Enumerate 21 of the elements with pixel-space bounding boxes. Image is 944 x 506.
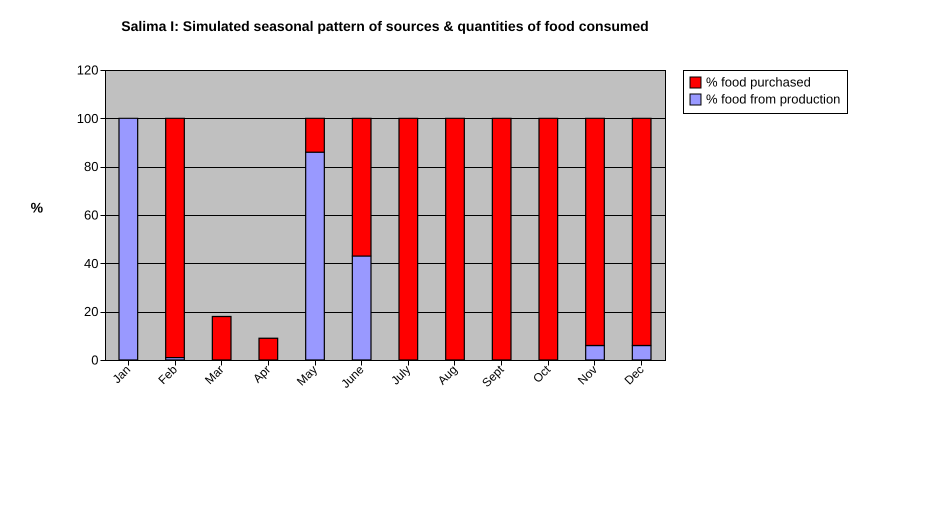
x-tick-label: May [294, 362, 320, 388]
chart-title: Salima I: Simulated seasonal pattern of sources & quantities of food consumed [121, 18, 649, 34]
y-tick-label: 80 [84, 159, 98, 174]
y-tick-label: 60 [84, 208, 98, 222]
x-tick-label: Oct [530, 362, 554, 386]
x-tick-label: July [388, 362, 414, 388]
y-tick-label: 20 [84, 304, 98, 320]
x-tick-label: Apr [250, 362, 274, 386]
x-tick-label: Jan [110, 362, 134, 386]
y-axis-title: % [30, 200, 44, 216]
x-tick-label: Dec [622, 362, 647, 388]
y-tick-label: 120 [76, 62, 98, 78]
y-tick-label: 0 [91, 352, 98, 368]
x-tick-label: Mar [202, 362, 227, 388]
x-tick-label: Aug [434, 362, 460, 388]
y-tick-label: 100 [76, 110, 98, 126]
y-tick-label: 40 [84, 256, 98, 271]
x-tick-label: Feb [155, 362, 180, 388]
legend-label: % food purchased [706, 74, 811, 90]
x-tick-label: Nov [574, 362, 600, 388]
legend-label: % food from production [706, 92, 840, 106]
